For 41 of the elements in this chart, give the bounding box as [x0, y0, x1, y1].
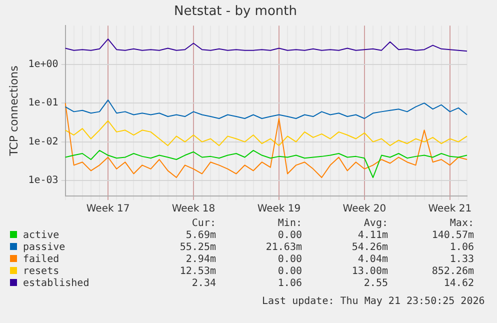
text: 4.11m	[356, 230, 388, 242]
text: 0.00	[276, 254, 302, 266]
text: 1.06	[276, 278, 302, 290]
chart-title: Netstat - by month	[174, 4, 297, 20]
text: 12.53m	[178, 266, 216, 278]
text: 21.63m	[264, 242, 302, 254]
legend-label: active	[22, 230, 60, 242]
y-tick-label: 1e-01	[28, 98, 58, 109]
legend-label: resets	[22, 266, 60, 278]
text: 2.94m	[184, 254, 216, 266]
x-tick-label: Week 18	[172, 204, 216, 215]
text: 55.25m	[178, 242, 216, 254]
legend-label: failed	[22, 254, 60, 266]
y-tick-label: 1e-02	[28, 136, 58, 148]
text: 2.34	[190, 278, 216, 290]
text: 852.26m	[430, 266, 474, 278]
text: Max:	[448, 218, 474, 230]
text: 14.62	[442, 278, 474, 290]
text: 140.57m	[430, 230, 474, 242]
text: 5.69m	[184, 230, 216, 242]
x-tick-label: Week 19	[257, 204, 301, 215]
x-tick-label: Week 20	[342, 204, 386, 215]
text: 0.00	[276, 266, 302, 278]
x-tick-label: Week 21	[428, 204, 472, 215]
text: Avg:	[362, 218, 388, 230]
text: 2.55	[362, 278, 388, 290]
x-tick-label: Week 17	[86, 204, 130, 215]
text: Cur:	[190, 218, 216, 230]
text: 1.06	[448, 242, 474, 254]
text: Min:	[276, 218, 302, 230]
y-tick-label: 1e-03	[28, 175, 58, 186]
text: 13.00m	[350, 266, 388, 278]
text: Last update: Thu May 21 23:50:25 2026	[262, 296, 485, 307]
text: 0.00	[276, 230, 302, 242]
y-tick-label: 1e+00	[28, 58, 58, 70]
text: 4.04m	[356, 254, 388, 266]
legend-label: established	[22, 278, 90, 290]
legend-label: passive	[22, 242, 66, 254]
text: 54.26m	[350, 242, 388, 254]
y-axis-title: TCP connections	[7, 65, 20, 157]
text: 1.33	[448, 254, 474, 266]
